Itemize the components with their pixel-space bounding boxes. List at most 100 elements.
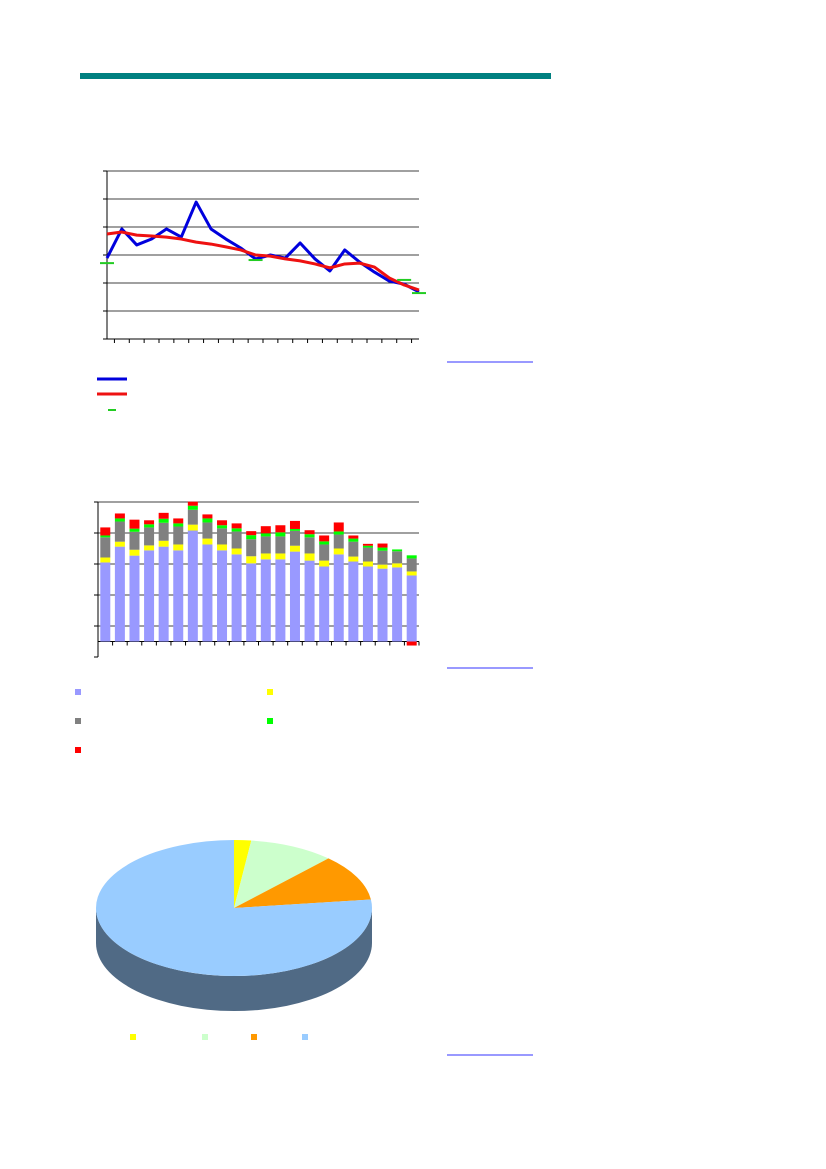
bar-segment [202, 544, 213, 642]
bar-segment [100, 527, 111, 536]
bar-segment [144, 527, 155, 546]
bar-segment [319, 541, 330, 545]
bar-segment [246, 539, 257, 557]
bar-segment [406, 558, 417, 572]
bar-segment [114, 521, 125, 542]
bar-segment [158, 522, 169, 541]
bar-segment [202, 518, 213, 523]
legend-marker [75, 747, 81, 753]
legend-marker [75, 718, 81, 724]
bar-segment [275, 532, 286, 537]
bar-segment [333, 554, 344, 642]
bar-segment [392, 563, 403, 568]
bar-segment [260, 533, 271, 537]
bar-segment [144, 520, 155, 525]
bar-segment [173, 550, 184, 642]
bar-segment [348, 561, 359, 642]
bar-segment [377, 568, 388, 642]
bar-segment [231, 523, 242, 529]
bar-segment [100, 562, 111, 642]
bar-segment [129, 528, 140, 532]
bar-segment [348, 535, 359, 539]
legend-marker [130, 1034, 136, 1040]
bar-segment [289, 551, 300, 642]
bar-segment [187, 505, 198, 510]
bar-segment [362, 545, 373, 548]
bar-segment [362, 547, 373, 562]
series-line [106, 230, 420, 292]
bar-segment [362, 561, 373, 567]
bar-segment [362, 543, 373, 546]
bar-segment [260, 559, 271, 642]
bar-segment [348, 541, 359, 557]
legend-marker [251, 1034, 257, 1040]
bar-segment [246, 531, 257, 536]
bar-segment [231, 528, 242, 532]
bar-segment [100, 537, 111, 558]
bar-segment [304, 553, 315, 561]
bar-segment [333, 522, 344, 532]
bar-segment [304, 537, 315, 554]
bar-segment [260, 553, 271, 560]
bar-segment [289, 528, 300, 531]
legend-marker [302, 1034, 308, 1040]
bar-segment [144, 550, 155, 642]
bar-segment [289, 520, 300, 529]
pie-slice [234, 840, 329, 908]
bar-segment [260, 536, 271, 554]
bar-segment [275, 525, 286, 533]
legend-marker [267, 718, 273, 724]
bar-segment [246, 563, 257, 642]
bar-segment [144, 545, 155, 551]
bar-segment [144, 524, 155, 528]
bar-segment [158, 540, 169, 547]
bar-segment [114, 518, 125, 522]
bar-segment [392, 551, 403, 564]
bar-segment [304, 534, 315, 538]
bar-segment [260, 526, 271, 534]
legend-marker [75, 689, 81, 695]
bar-segment [377, 564, 388, 569]
bar-segment [129, 531, 140, 550]
bar-segment [173, 523, 184, 527]
bar-segment [217, 544, 228, 551]
bar-segment [158, 512, 169, 519]
legend-marker [267, 689, 273, 695]
bar-segment [114, 546, 125, 642]
bar-segment [173, 544, 184, 551]
bar-segment [187, 509, 198, 525]
bar-segment [304, 560, 315, 642]
bar-segment [129, 555, 140, 642]
bar-segment [319, 544, 330, 561]
bar-segment [231, 554, 242, 642]
bar-segment [406, 571, 417, 576]
bar-segment [217, 550, 228, 642]
bar-segment [246, 535, 257, 540]
bar-segment [319, 535, 330, 542]
legend-marker [202, 1034, 208, 1040]
bar-segment [333, 534, 344, 549]
pie-slice [95, 840, 372, 977]
bar-segment [173, 518, 184, 524]
bar-segment [289, 545, 300, 552]
bar-segment [348, 538, 359, 542]
bar-segment [173, 526, 184, 545]
header-rule [80, 73, 551, 79]
bar-segment [100, 557, 111, 563]
bar-segment [406, 555, 417, 559]
bar-segment [231, 531, 242, 549]
bar-segment [406, 575, 417, 642]
bar-segment [348, 556, 359, 562]
bar-segment [231, 548, 242, 555]
bar-segment [187, 501, 198, 506]
bar-segment [202, 514, 213, 519]
bar-segment [187, 524, 198, 531]
bar-segment [187, 530, 198, 642]
bar-segment [158, 546, 169, 642]
bar-segment [114, 541, 125, 547]
bar-segment [217, 525, 228, 529]
bar-segment [362, 566, 373, 642]
bar-segment [202, 538, 213, 545]
